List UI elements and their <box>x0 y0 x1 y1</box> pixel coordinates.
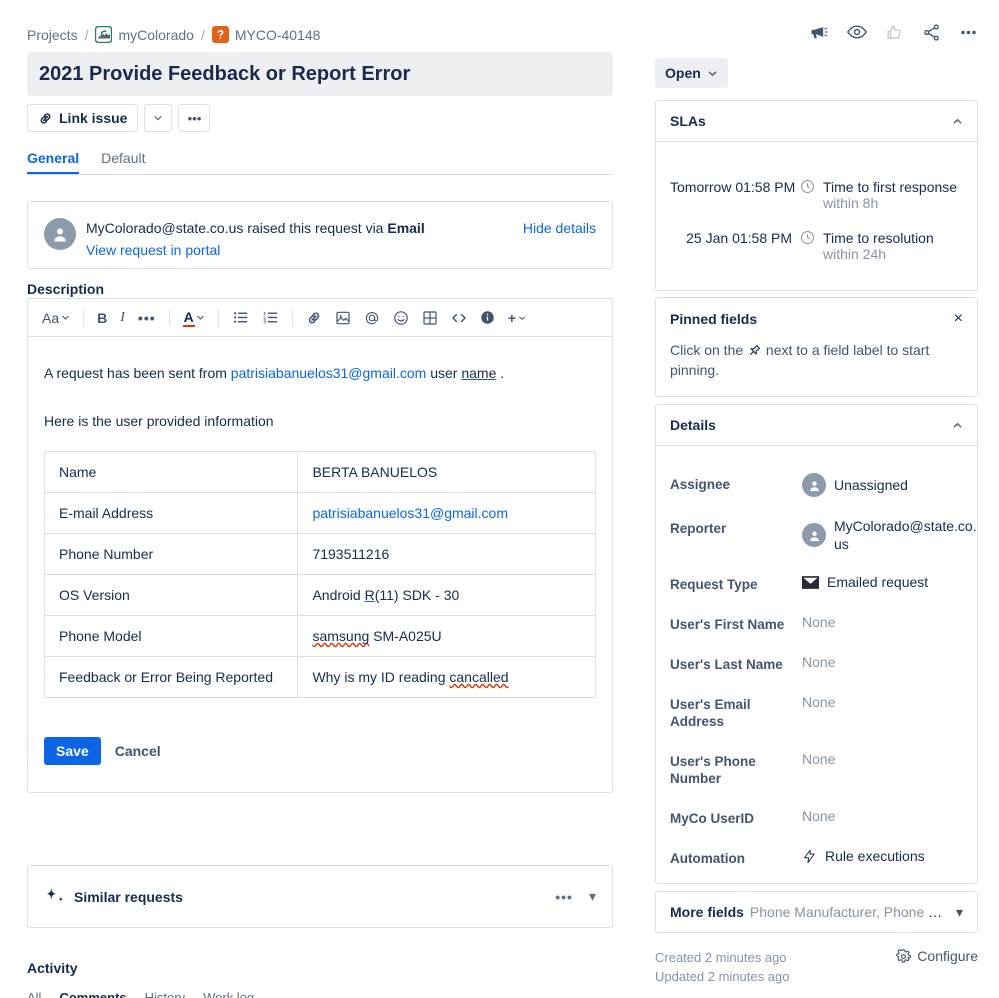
svg-text:?: ? <box>217 30 224 42</box>
svg-text:3: 3 <box>263 320 266 325</box>
